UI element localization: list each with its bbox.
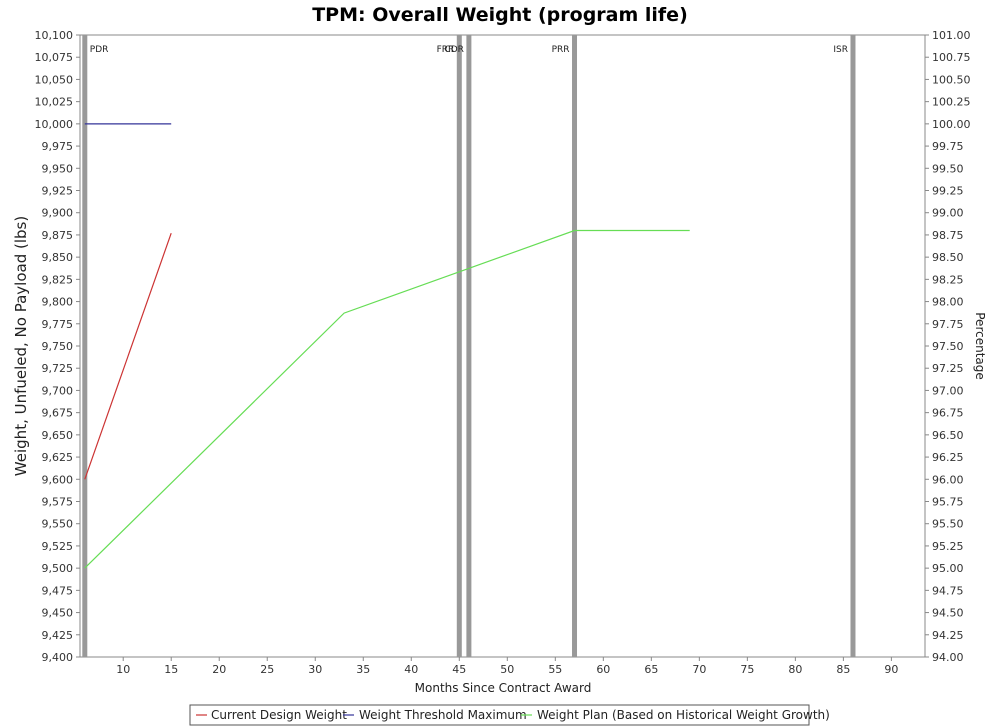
x-tick-label: 25 <box>260 663 274 676</box>
y-tick-label: 9,950 <box>42 162 74 175</box>
y-tick-label: 9,600 <box>42 473 74 486</box>
x-tick-label: 65 <box>644 663 658 676</box>
y-tick-label: 9,500 <box>42 562 74 575</box>
y-tick-label: 9,875 <box>42 229 74 242</box>
y-tick-label: 9,700 <box>42 384 74 397</box>
y2-tick-label: 95.75 <box>932 496 964 509</box>
x-tick-label: 20 <box>212 663 226 676</box>
y-tick-label: 9,625 <box>42 451 74 464</box>
x-tick-label: 50 <box>500 663 514 676</box>
x-tick-label: 15 <box>164 663 178 676</box>
x-tick-label: 60 <box>596 663 610 676</box>
y2-tick-label: 96.25 <box>932 451 964 464</box>
y2-tick-label: 100.75 <box>932 51 971 64</box>
x-tick-label: 10 <box>116 663 130 676</box>
legend-label-current-design: Current Design Weight <box>211 708 347 722</box>
y2-tick-label: 99.50 <box>932 162 964 175</box>
legend: Current Design Weight Weight Threshold M… <box>189 704 830 726</box>
y-tick-label: 10,075 <box>35 51 74 64</box>
x-tick-label: 30 <box>308 663 322 676</box>
legend-label-threshold: Weight Threshold Maximum <box>359 708 527 722</box>
x-tick-label: 90 <box>884 663 898 676</box>
y-tick-label: 10,100 <box>35 29 74 42</box>
y-tick-label: 9,750 <box>42 340 74 353</box>
series-line-current-design-weight <box>84 233 172 480</box>
y-tick-label: 9,925 <box>42 185 74 198</box>
series-lines <box>84 123 690 569</box>
y2-tick-label: 98.25 <box>932 273 964 286</box>
y-tick-label: 9,575 <box>42 496 74 509</box>
y2-tick-label: 95.25 <box>932 540 964 553</box>
y2-tick-label: 99.25 <box>932 185 964 198</box>
y2-tick-label: 94.25 <box>932 629 964 642</box>
y2-axis-label: Percentage <box>973 312 987 380</box>
y2-tick-label: 98.50 <box>932 251 964 264</box>
legend-label-weight-plan: Weight Plan (Based on Historical Weight … <box>537 708 830 722</box>
y2-tick-label: 100.50 <box>932 73 971 86</box>
y-tick-label: 10,050 <box>35 73 74 86</box>
y-tick-label: 9,425 <box>42 629 74 642</box>
y-tick-label: 9,725 <box>42 362 74 375</box>
milestone-label-cdr: CDR <box>444 45 463 55</box>
y2-tick-label: 96.75 <box>932 407 964 420</box>
x-tick-label: 80 <box>788 663 802 676</box>
x-tick-label: 85 <box>836 663 850 676</box>
milestone-label-prr: PRR <box>552 45 570 55</box>
y-tick-label: 9,775 <box>42 318 74 331</box>
legend-box <box>189 704 810 726</box>
y-tick-label: 9,850 <box>42 251 74 264</box>
x-tick-label: 70 <box>692 663 706 676</box>
y-tick-label: 9,825 <box>42 273 74 286</box>
y2-tick-label: 95.00 <box>932 562 964 575</box>
y-tick-label: 9,650 <box>42 429 74 442</box>
y2-tick-label: 98.00 <box>932 296 964 309</box>
y2-tick-label: 100.00 <box>932 118 971 131</box>
y-tick-label: 10,025 <box>35 96 74 109</box>
y2-tick-label: 100.25 <box>932 96 971 109</box>
y2-tick-label: 97.00 <box>932 384 964 397</box>
y2-tick-label: 96.50 <box>932 429 964 442</box>
y-axis-label: Weight, Unfueled, No Payload (lbs) <box>12 216 30 476</box>
x-tick-label: 45 <box>452 663 466 676</box>
x-tick-label: 35 <box>356 663 370 676</box>
y2-tick-label: 94.75 <box>932 584 964 597</box>
y2-tick-label: 97.50 <box>932 340 964 353</box>
y2-tick-label: 94.00 <box>932 651 964 664</box>
y2-tick-label: 99.75 <box>932 140 964 153</box>
y-tick-label: 9,550 <box>42 518 74 531</box>
y2-tick-label: 96.00 <box>932 473 964 486</box>
y2-tick-label: 98.75 <box>932 229 964 242</box>
milestone-label-pdr: PDR <box>90 45 109 55</box>
y2-tick-label: 94.50 <box>932 607 964 620</box>
x-tick-label: 40 <box>404 663 418 676</box>
milestone-label-isr: ISR <box>833 45 848 55</box>
y-tick-label: 9,450 <box>42 607 74 620</box>
x-axis-ticks: 10 15 20 25 30 35 40 45 50 55 60 65 70 75 80 85 90 <box>116 657 898 676</box>
y2-axis-ticks: 94.00 94.25 94.50 94.75 95.00 95.25 95.50 95.75… <box>925 29 971 664</box>
y-tick-label: 9,525 <box>42 540 74 553</box>
y-tick-label: 9,675 <box>42 407 74 420</box>
series-line-weight-plan-based-on-historical-weight-growth <box>84 229 690 569</box>
y-tick-label: 9,800 <box>42 296 74 309</box>
x-tick-label: 75 <box>740 663 754 676</box>
milestone-label-frr: FRR <box>437 45 455 55</box>
y2-tick-label: 95.50 <box>932 518 964 531</box>
chart-title: TPM: Overall Weight (program life) <box>312 4 688 26</box>
y-tick-label: 9,400 <box>42 651 74 664</box>
y2-tick-label: 101.00 <box>932 29 971 42</box>
x-axis-label: Months Since Contract Award <box>415 681 592 695</box>
y2-tick-label: 97.75 <box>932 318 964 331</box>
y-tick-label: 10,000 <box>35 118 74 131</box>
y2-tick-label: 99.00 <box>932 207 964 220</box>
x-tick-label: 55 <box>548 663 562 676</box>
y2-tick-label: 97.25 <box>932 362 964 375</box>
y-tick-label: 9,975 <box>42 140 74 153</box>
y-axis-ticks: 9,400 9,425 9,450 9,475 9,500 9,525 9,550 9,575… <box>35 29 80 664</box>
plot-area <box>79 34 926 658</box>
y-tick-label: 9,900 <box>42 207 74 220</box>
y-tick-label: 9,475 <box>42 584 74 597</box>
